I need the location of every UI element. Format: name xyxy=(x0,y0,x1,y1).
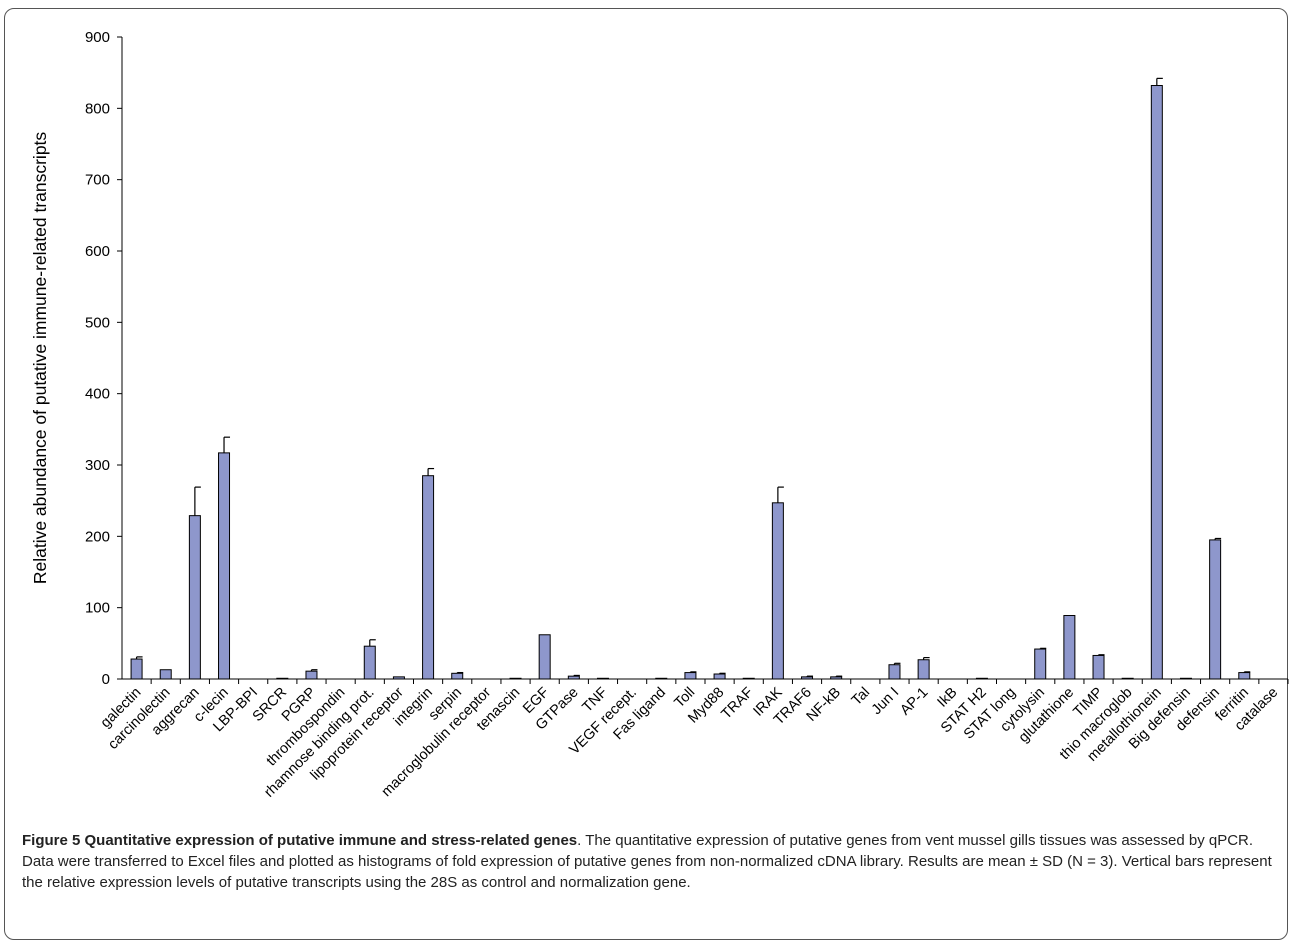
bar xyxy=(1150,85,1163,680)
y-tick-label: 100 xyxy=(85,600,110,617)
y-tick-label: 200 xyxy=(85,528,110,545)
bar xyxy=(1238,672,1251,680)
caption-title: Figure 5 Quantitative expression of puta… xyxy=(22,832,578,849)
caption-text: . The quantitative expression of putativ… xyxy=(22,832,1272,891)
bar xyxy=(130,658,143,680)
bar xyxy=(713,673,726,680)
bar-chart: Relative abundance of putative immune-re… xyxy=(30,29,1289,801)
bar xyxy=(159,669,172,680)
bar xyxy=(305,670,318,680)
bar xyxy=(1092,654,1105,680)
y-axis-title: Relative abundance of putative immune-re… xyxy=(30,132,50,585)
bar xyxy=(596,677,609,680)
bar xyxy=(1209,539,1222,680)
y-tick-label: 800 xyxy=(85,100,110,117)
y-tick-label: 700 xyxy=(85,172,110,189)
y-tick-label: 400 xyxy=(85,386,110,403)
bar xyxy=(917,659,930,680)
bar xyxy=(392,676,405,680)
figure-caption: Figure 5 Quantitative expression of puta… xyxy=(22,830,1272,893)
bar xyxy=(567,675,580,680)
bar xyxy=(363,645,376,680)
y-tick-label: 600 xyxy=(85,243,110,260)
bar xyxy=(655,677,668,680)
bar xyxy=(538,634,551,680)
bar xyxy=(1034,648,1047,680)
bar xyxy=(742,677,755,680)
y-ticks: 0 100 200 300 400 500 600 700 800 900 xyxy=(85,29,122,688)
figure-frame xyxy=(4,8,1288,940)
bar xyxy=(1063,615,1076,680)
x-category-label: AP-1 xyxy=(897,685,931,719)
bar xyxy=(975,677,988,680)
bar xyxy=(451,672,464,680)
y-tick-label: 900 xyxy=(85,29,110,46)
bar xyxy=(188,515,201,680)
bar xyxy=(684,672,697,680)
bar xyxy=(888,664,901,680)
bar xyxy=(422,475,435,680)
bar xyxy=(276,677,289,680)
x-labels: galectincarcinolectinaggrecanc-lecinLBP-… xyxy=(98,684,1282,800)
bar xyxy=(1121,677,1134,680)
bar xyxy=(509,677,522,680)
y-tick-label: 500 xyxy=(85,314,110,331)
bar xyxy=(801,676,814,680)
bar xyxy=(1179,677,1192,680)
bars xyxy=(130,85,1251,680)
axes xyxy=(121,37,1289,684)
bar xyxy=(218,452,231,680)
x-category-label: Jun I xyxy=(869,685,903,719)
x-category-label: TRAF xyxy=(718,684,756,722)
bar xyxy=(830,676,843,680)
bar xyxy=(771,502,784,680)
y-tick-label: 300 xyxy=(85,457,110,474)
error-bars xyxy=(135,77,1251,677)
y-tick-label: 0 xyxy=(102,671,110,688)
x-category-label: NF-kB xyxy=(804,685,844,725)
